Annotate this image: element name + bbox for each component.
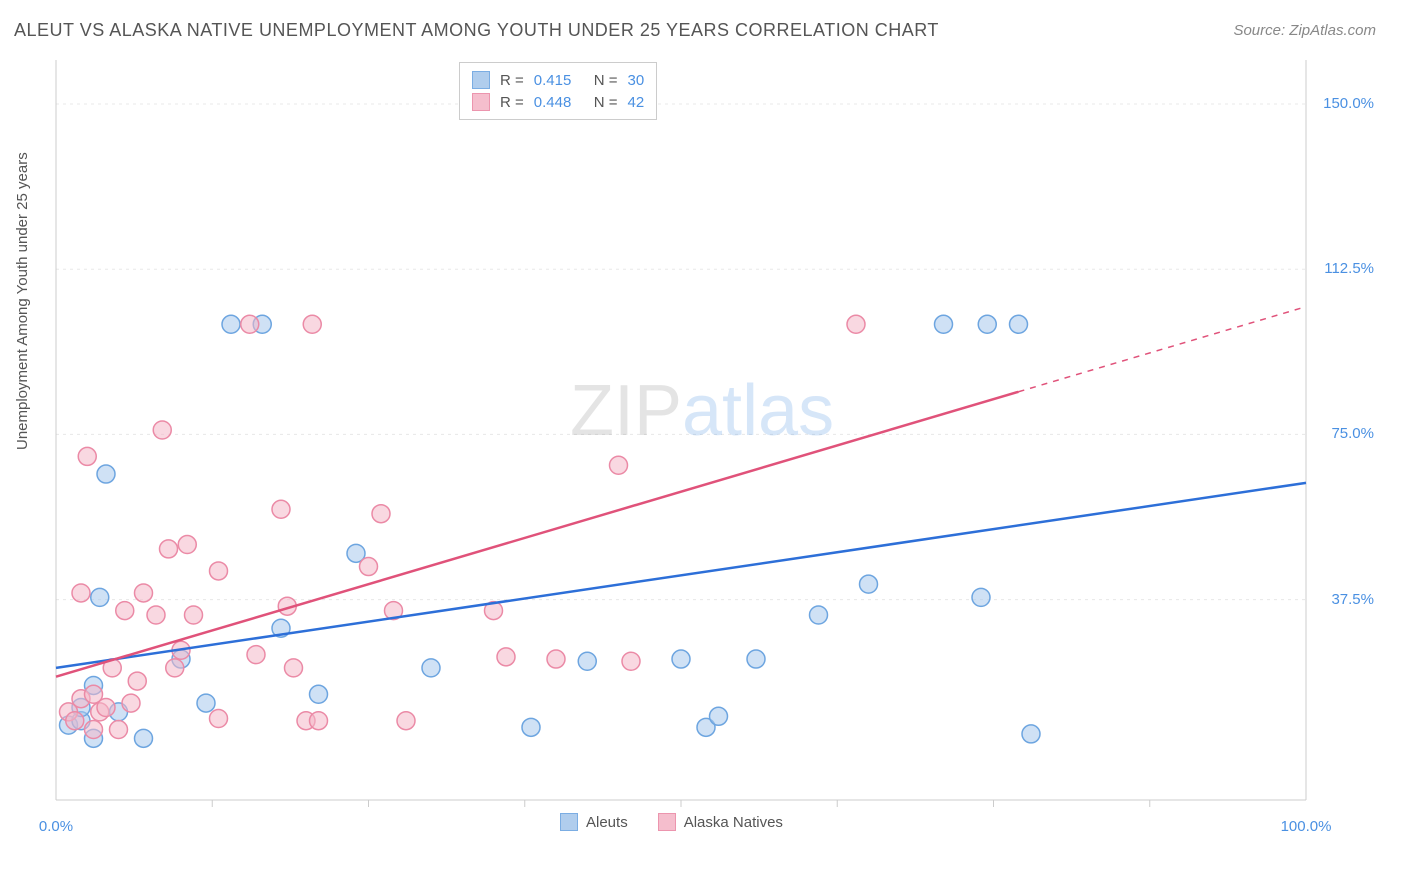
series-legend: Aleuts Alaska Natives <box>560 813 783 831</box>
series-name: Aleuts <box>586 814 628 831</box>
stat-r-value: 0.448 <box>534 94 584 111</box>
source-attribution: Source: ZipAtlas.com <box>1233 22 1376 39</box>
stat-r-label: R = <box>500 94 524 111</box>
stat-r-label: R = <box>500 72 524 89</box>
y-tick-label: 37.5% <box>1314 591 1374 608</box>
x-tick-label: 0.0% <box>26 818 86 835</box>
chart-title: ALEUT VS ALASKA NATIVE UNEMPLOYMENT AMON… <box>14 20 939 41</box>
scatter-plot <box>46 55 1386 825</box>
stat-n-value: 42 <box>628 94 645 111</box>
y-tick-label: 150.0% <box>1314 95 1374 112</box>
legend-swatch <box>472 71 490 89</box>
stat-n-label: N = <box>594 94 618 111</box>
stat-legend-row: R = 0.415 N = 30 <box>472 69 644 91</box>
stat-r-value: 0.415 <box>534 72 584 89</box>
series-legend-item: Aleuts <box>560 813 628 831</box>
legend-swatch <box>472 93 490 111</box>
stat-n-label: N = <box>594 72 618 89</box>
legend-swatch <box>560 813 578 831</box>
stat-n-value: 30 <box>628 72 645 89</box>
x-tick-label: 100.0% <box>1276 818 1336 835</box>
series-name: Alaska Natives <box>684 814 783 831</box>
correlation-stats-legend: R = 0.415 N = 30 R = 0.448 N = 42 <box>459 62 657 120</box>
legend-swatch <box>658 813 676 831</box>
y-tick-label: 112.5% <box>1314 260 1374 277</box>
y-axis-label: Unemployment Among Youth under 25 years <box>14 152 31 450</box>
stat-legend-row: R = 0.448 N = 42 <box>472 91 644 113</box>
series-legend-item: Alaska Natives <box>658 813 783 831</box>
y-tick-label: 75.0% <box>1314 425 1374 442</box>
